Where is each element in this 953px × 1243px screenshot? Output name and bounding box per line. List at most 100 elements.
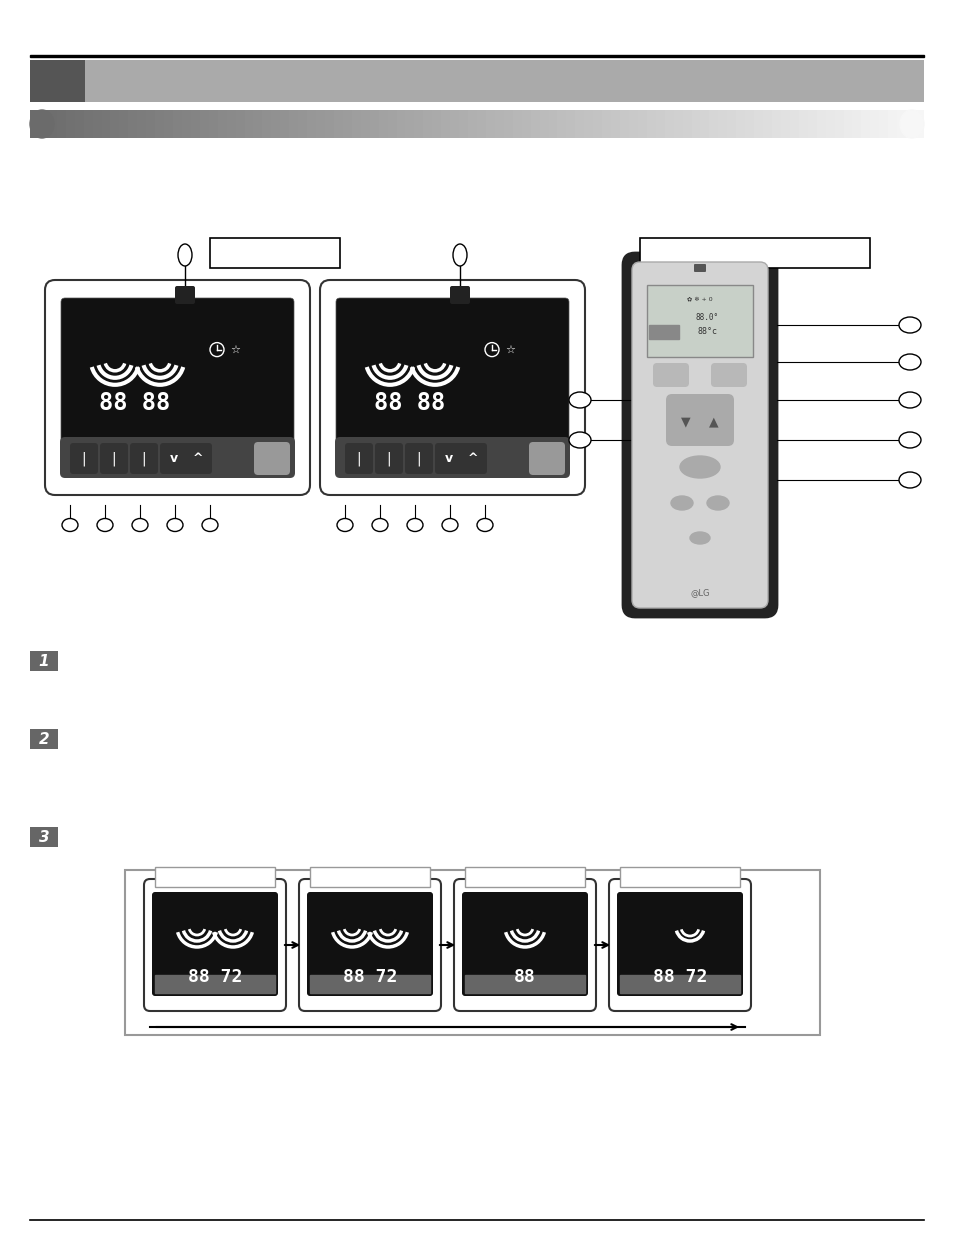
FancyBboxPatch shape — [152, 892, 277, 996]
FancyBboxPatch shape — [435, 443, 462, 474]
Bar — [111, 109, 120, 138]
Bar — [593, 109, 602, 138]
Bar — [280, 109, 290, 138]
Text: |: | — [416, 451, 421, 466]
Bar — [396, 109, 406, 138]
Text: 88 72: 88 72 — [652, 968, 706, 986]
Bar — [887, 109, 897, 138]
Bar — [548, 109, 558, 138]
FancyBboxPatch shape — [617, 892, 742, 996]
Text: |: | — [142, 451, 146, 466]
Ellipse shape — [167, 518, 183, 532]
Bar — [816, 109, 825, 138]
FancyBboxPatch shape — [375, 443, 402, 474]
FancyBboxPatch shape — [174, 286, 194, 305]
Bar — [360, 109, 370, 138]
Bar — [879, 109, 888, 138]
Ellipse shape — [453, 244, 467, 266]
Ellipse shape — [97, 518, 112, 532]
Bar — [539, 109, 548, 138]
Ellipse shape — [407, 518, 422, 532]
Bar — [450, 109, 459, 138]
Bar — [709, 109, 719, 138]
Bar — [155, 109, 165, 138]
Bar — [441, 109, 450, 138]
Bar — [476, 109, 486, 138]
Text: 88: 88 — [514, 968, 536, 986]
Bar — [619, 109, 629, 138]
Bar — [575, 109, 584, 138]
Bar — [85, 60, 923, 102]
Text: v: v — [444, 452, 453, 465]
FancyBboxPatch shape — [60, 438, 294, 479]
Bar — [227, 109, 236, 138]
Bar — [824, 109, 834, 138]
Ellipse shape — [568, 433, 590, 447]
Bar — [423, 109, 433, 138]
Text: 2: 2 — [39, 731, 50, 747]
Bar — [432, 109, 441, 138]
Bar — [619, 868, 740, 888]
Text: ✿ ❄ + 0: ✿ ❄ + 0 — [686, 297, 712, 302]
Bar — [468, 109, 477, 138]
Text: 88 88: 88 88 — [99, 390, 171, 415]
Text: @LG: @LG — [690, 588, 709, 598]
Bar — [48, 109, 57, 138]
Bar — [172, 109, 182, 138]
FancyBboxPatch shape — [319, 280, 584, 495]
FancyBboxPatch shape — [307, 892, 433, 996]
Bar — [718, 109, 727, 138]
Bar — [191, 109, 200, 138]
Text: 3: 3 — [39, 829, 50, 844]
FancyBboxPatch shape — [608, 879, 750, 1011]
Text: ^: ^ — [193, 452, 203, 465]
Text: 1: 1 — [39, 654, 50, 669]
Bar — [781, 109, 790, 138]
FancyBboxPatch shape — [461, 892, 587, 996]
FancyBboxPatch shape — [160, 443, 188, 474]
Bar — [310, 975, 430, 993]
Bar — [378, 109, 388, 138]
FancyBboxPatch shape — [454, 879, 596, 1011]
Bar — [771, 109, 781, 138]
FancyBboxPatch shape — [622, 254, 776, 617]
Bar — [101, 109, 111, 138]
Bar — [30, 55, 923, 57]
Bar — [182, 109, 192, 138]
Bar — [66, 109, 75, 138]
Text: ^: ^ — [467, 452, 477, 465]
Bar — [842, 109, 852, 138]
Bar — [530, 109, 539, 138]
FancyBboxPatch shape — [458, 443, 486, 474]
Bar — [164, 109, 173, 138]
FancyBboxPatch shape — [405, 443, 433, 474]
Bar — [566, 109, 576, 138]
Ellipse shape — [899, 109, 923, 138]
Text: |: | — [82, 451, 86, 466]
Ellipse shape — [689, 532, 709, 544]
Bar — [307, 109, 316, 138]
Ellipse shape — [202, 518, 218, 532]
Ellipse shape — [336, 518, 353, 532]
Ellipse shape — [679, 456, 720, 479]
Bar — [119, 109, 129, 138]
Ellipse shape — [898, 354, 920, 370]
Text: 88.0°: 88.0° — [695, 312, 719, 322]
Bar — [583, 109, 593, 138]
FancyBboxPatch shape — [70, 443, 98, 474]
Text: |: | — [356, 451, 361, 466]
FancyBboxPatch shape — [100, 443, 128, 474]
FancyBboxPatch shape — [529, 443, 564, 475]
Bar — [834, 109, 843, 138]
Text: 88°c: 88°c — [697, 327, 717, 336]
Bar — [798, 109, 807, 138]
Bar — [673, 109, 682, 138]
Text: 88 72: 88 72 — [188, 968, 242, 986]
Ellipse shape — [898, 433, 920, 447]
FancyBboxPatch shape — [335, 298, 568, 446]
Ellipse shape — [898, 392, 920, 408]
Bar — [30, 109, 39, 138]
Bar — [648, 324, 679, 339]
Bar — [914, 109, 923, 138]
Ellipse shape — [62, 518, 78, 532]
